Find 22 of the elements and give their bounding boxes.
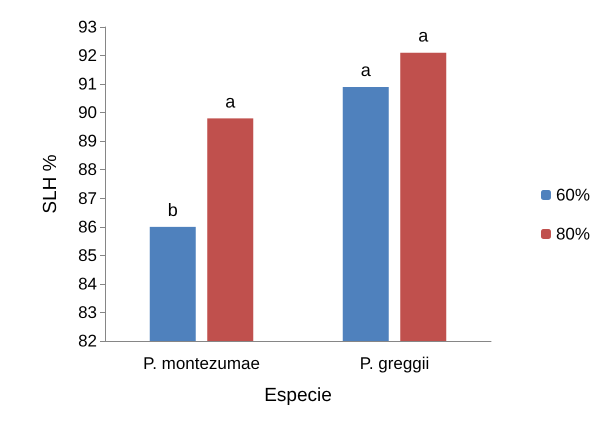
y-tick-label: 85 (78, 246, 97, 265)
y-tick-label: 91 (78, 74, 97, 94)
y-tick-label: 88 (78, 160, 97, 180)
x-tick-label: P. greggii (360, 354, 430, 373)
y-tick-label: 87 (78, 188, 97, 208)
y-tick-label: 84 (78, 274, 97, 294)
annotation: a (418, 26, 430, 46)
x-axis-title: Especie (264, 385, 332, 406)
y-tick-label: 89 (78, 132, 97, 151)
annotation: a (225, 91, 236, 112)
legend-label: 60% (556, 186, 590, 204)
y-tick-label: 86 (78, 217, 97, 236)
annotation: b (168, 200, 178, 220)
y-tick-label: 82 (78, 332, 97, 350)
y-axis-title: SLH % (40, 154, 61, 214)
legend-label: 80% (556, 224, 590, 244)
y-tick-label: 90 (78, 103, 97, 122)
x-tick-label: P. montezumae (143, 354, 260, 373)
y-tick-label: 93 (78, 18, 97, 36)
y-tick-label: 83 (78, 302, 97, 322)
annotation: a (360, 60, 372, 80)
y-tick-label: 92 (78, 46, 97, 66)
